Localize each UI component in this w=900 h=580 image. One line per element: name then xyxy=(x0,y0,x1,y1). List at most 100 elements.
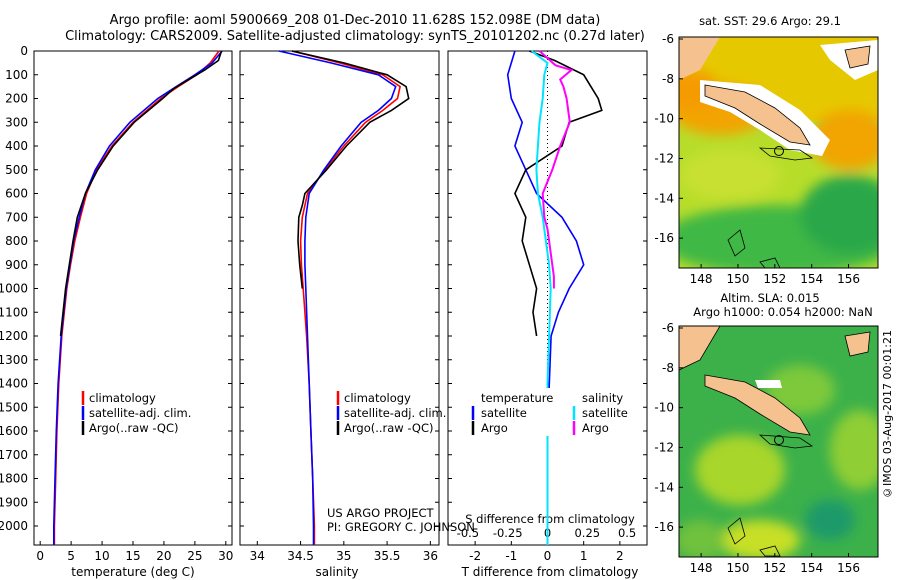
sst-map-frame xyxy=(678,36,879,269)
lat-tick-label: -14 xyxy=(654,191,674,205)
depth-tick-label: 2000 xyxy=(0,519,28,533)
depth-tick-label: 200 xyxy=(5,92,28,106)
t-diff-xlabel: T difference from climatology xyxy=(461,565,639,579)
depth-tick-label: 300 xyxy=(5,115,28,129)
x-tick-label: -2 xyxy=(469,549,481,563)
top-tick-label: -0.25 xyxy=(493,526,523,540)
temperature-climatology-line xyxy=(53,50,220,545)
depth-tick-label: 700 xyxy=(5,210,28,224)
legend-climatology-s: climatology xyxy=(344,391,411,405)
temperature-satellite-line xyxy=(52,50,223,545)
x-tick-label: 25 xyxy=(187,549,202,563)
legend-temperature-title: temperature xyxy=(481,391,553,405)
x-tick-label: 35.5 xyxy=(374,549,401,563)
x-tick-label: -1 xyxy=(505,549,517,563)
sst-map-x-ticks: 148 150 152 154 156 xyxy=(690,264,860,286)
lat-tick-label: -6 xyxy=(662,32,674,46)
x-tick-label: 34 xyxy=(250,549,265,563)
x-tick-label: 36 xyxy=(423,549,438,563)
top-tick-label: 0.25 xyxy=(574,526,600,540)
x-tick-label: 35 xyxy=(336,549,351,563)
sla-argo-marker xyxy=(774,435,784,445)
title-line1: Argo profile: aoml 5900669_208 01-Dec-20… xyxy=(110,13,601,28)
depth-tick-label: 900 xyxy=(5,258,28,272)
lon-tick-label: 156 xyxy=(837,272,860,286)
salinity-climatology-line xyxy=(291,50,401,545)
lat-tick-label: -6 xyxy=(662,321,674,335)
lon-tick-label: 154 xyxy=(800,272,823,286)
legend-salinity-title: salinity xyxy=(582,391,623,405)
depth-tick-label: 1200 xyxy=(0,329,28,343)
title-line2: Climatology: CARS2009. Satellite-adjuste… xyxy=(65,29,645,44)
lon-tick-label: 154 xyxy=(800,561,823,575)
lat-tick-label: -14 xyxy=(654,480,674,494)
legend-satellite-s: satellite-adj. clim. xyxy=(344,406,446,420)
depth-tick-label: 1800 xyxy=(0,472,28,486)
depth-tick-label: 600 xyxy=(5,187,28,201)
depth-tick-label: 100 xyxy=(5,68,28,82)
t-diff-argo-line xyxy=(514,50,603,337)
depth-tick-label: 1600 xyxy=(0,424,28,438)
depth-tick-label: 1000 xyxy=(0,282,28,296)
depth-axis: 0 100 200 300 400 500 600 700 800 900 1000 1100 1200… xyxy=(0,44,647,533)
salinity-legend: climatology satellite-adj. clim. Argo(..… xyxy=(336,391,446,435)
lon-tick-label: 152 xyxy=(763,272,786,286)
s-diff-xlabel: S difference from climatology xyxy=(465,512,635,526)
sla-title-line1: Altim. SLA: 0.015 xyxy=(720,291,819,305)
lon-tick-label: 156 xyxy=(837,561,860,575)
legend-argo: Argo(..raw -QC) xyxy=(89,421,179,435)
lat-tick-label: -16 xyxy=(654,520,674,534)
salinity-xlabel: salinity xyxy=(315,565,358,579)
lat-tick-label: -8 xyxy=(662,361,674,375)
imos-timestamp: ©IMOS 03-Aug-2017 00:01:21 xyxy=(881,330,894,500)
lat-tick-label: -12 xyxy=(654,151,674,165)
s-diff-satellite-line xyxy=(531,50,552,545)
salinity-x-ticks: 34 34.5 35 35.5 36 xyxy=(250,541,438,563)
depth-tick-label: 800 xyxy=(5,234,28,248)
sst-argo-marker xyxy=(774,146,784,156)
lat-tick-label: -10 xyxy=(654,112,674,126)
project-label: US ARGO PROJECT xyxy=(327,506,435,520)
lat-tick-label: -12 xyxy=(654,440,674,454)
temperature-xlabel: temperature (deg C) xyxy=(71,565,194,579)
depth-tick-label: 1400 xyxy=(0,377,28,391)
x-tick-label: 2 xyxy=(616,549,624,563)
sla-map xyxy=(679,326,878,557)
sla-map-frame xyxy=(678,325,879,558)
depth-tick-label: 1900 xyxy=(0,495,28,509)
x-tick-label: 20 xyxy=(156,549,171,563)
lat-tick-label: -8 xyxy=(662,72,674,86)
legend-satellite: satellite-adj. clim. xyxy=(89,406,191,420)
x-tick-label: 1 xyxy=(580,549,588,563)
temperature-x-ticks: 0 5 10 15 20 25 30 xyxy=(36,541,233,563)
salinity-diff-ticks: -0.5 -0.25 0 0.25 0.5 xyxy=(457,526,637,540)
s-diff-argo-line xyxy=(538,50,574,289)
lon-tick-label: 148 xyxy=(690,272,713,286)
depth-tick-label: 0 xyxy=(20,44,28,58)
sla-title-line2: Argo h1000: 0.054 h2000: NaN xyxy=(693,305,872,319)
sst-map-title: sat. SST: 29.6 Argo: 29.1 xyxy=(699,14,841,28)
depth-tick-label: 1500 xyxy=(0,400,28,414)
lat-tick-label: -16 xyxy=(654,231,674,245)
legend-t-satellite: satellite xyxy=(481,406,527,420)
legend-climatology: climatology xyxy=(89,391,156,405)
lat-tick-label: -10 xyxy=(654,401,674,415)
lon-tick-label: 150 xyxy=(727,561,750,575)
pi-label: PI: GREGORY C. JOHNSON xyxy=(327,520,475,534)
x-tick-label: 30 xyxy=(218,549,233,563)
legend-s-satellite: satellite xyxy=(582,406,628,420)
sst-map xyxy=(679,37,878,268)
t-diff-satellite-line xyxy=(506,50,585,545)
salinity-panel xyxy=(239,50,440,546)
sla-map-x-ticks: 148 150 152 154 156 xyxy=(690,553,860,575)
lon-tick-label: 150 xyxy=(727,272,750,286)
x-tick-label: 15 xyxy=(125,549,140,563)
difference-x-ticks: -2 -1 0 1 2 xyxy=(469,541,624,563)
salinity-satellite-line xyxy=(278,50,397,545)
temperature-legend: climatology satellite-adj. clim. Argo(..… xyxy=(81,391,191,435)
salinity-argo-line xyxy=(291,50,410,289)
legend-argo-s: Argo(..raw -QC) xyxy=(344,421,434,435)
x-tick-label: 5 xyxy=(67,549,75,563)
legend-t-argo: Argo xyxy=(481,421,508,435)
